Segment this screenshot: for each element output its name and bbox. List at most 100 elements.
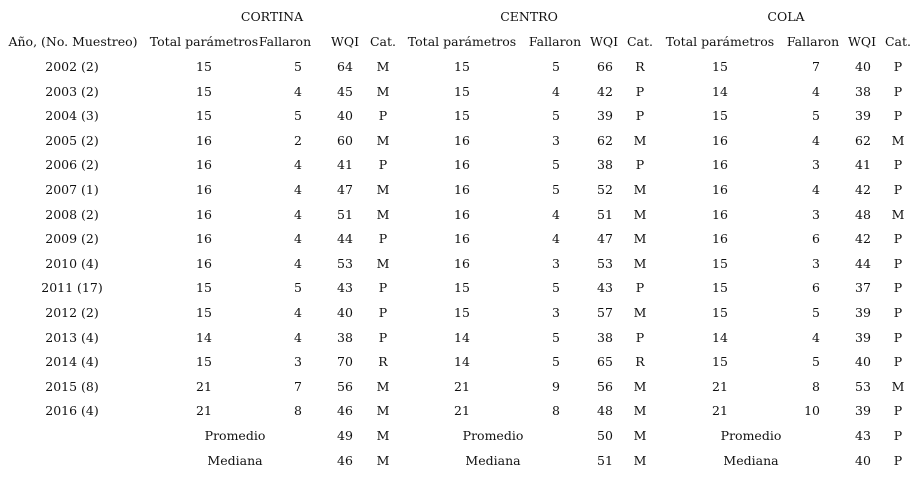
cortina-summary-wqi: 46 <box>337 452 353 468</box>
cola-cat-cell: P <box>893 354 903 370</box>
cortina-header-cat: Cat. <box>369 34 397 49</box>
cortina-fallaron-cell: 2 <box>294 132 302 148</box>
cola-summary-label: Promedio <box>720 428 782 443</box>
centro-cat-cell: M <box>633 206 647 222</box>
centro-total-cell: 16 <box>454 132 470 148</box>
cortina-wqi-cell: 70 <box>337 354 353 370</box>
cortina-wqi-cell: 53 <box>337 255 353 271</box>
centro-wqi-cell: 66 <box>597 59 613 74</box>
year-cell: 2016 (4) <box>45 403 99 419</box>
cortina-wqi-cell: 46 <box>337 403 353 419</box>
cola-cat-cell: P <box>893 305 903 320</box>
centro-cat-cell: P <box>635 108 645 124</box>
cortina-total-cell: 14 <box>196 329 212 345</box>
centro-total-cell: 16 <box>454 255 470 271</box>
centro-header-wqi: WQI <box>589 34 619 49</box>
cola-fallaron-cell: 6 <box>812 231 820 247</box>
cortina-fallaron-cell: 4 <box>294 329 302 345</box>
cortina-total-cell: 16 <box>196 157 212 173</box>
cortina-fallaron-cell: 4 <box>294 182 302 197</box>
section-title-cortina: CORTINA <box>240 9 304 24</box>
centro-total-cell: 16 <box>454 182 470 197</box>
centro-total-cell: 15 <box>454 280 470 296</box>
year-cell: 2012 (2) <box>45 305 99 320</box>
cola-header-wqi: WQI <box>847 34 877 49</box>
centro-fallaron-cell: 4 <box>552 83 560 99</box>
cola-header-cat: Cat. <box>884 34 912 49</box>
cortina-cat-cell: P <box>378 329 388 345</box>
cola-cat-cell: P <box>893 157 903 173</box>
cortina-cat-cell: M <box>376 83 390 99</box>
cortina-total-cell: 15 <box>196 305 212 320</box>
cola-cat-cell: M <box>891 132 905 148</box>
year-header: Año, (No. Muestreo) <box>8 34 138 49</box>
centro-wqi-cell: 65 <box>597 354 613 370</box>
centro-wqi-cell: 43 <box>597 280 613 296</box>
centro-cat-cell: M <box>633 231 647 247</box>
centro-total-cell: 21 <box>454 378 470 394</box>
cola-total-cell: 14 <box>712 329 728 345</box>
cortina-fallaron-cell: 5 <box>294 59 302 74</box>
centro-fallaron-cell: 5 <box>552 108 560 124</box>
cortina-summary-label: Promedio <box>204 428 266 443</box>
cortina-cat-cell: P <box>378 305 388 320</box>
section-title-cola: COLA <box>767 9 805 24</box>
cola-wqi-cell: 40 <box>855 59 871 74</box>
centro-fallaron-cell: 8 <box>552 403 560 419</box>
cola-summary-wqi: 40 <box>855 452 871 468</box>
cola-wqi-cell: 42 <box>855 182 871 197</box>
cola-cat-cell: M <box>891 378 905 394</box>
year-cell: 2008 (2) <box>45 206 99 222</box>
centro-cat-cell: M <box>633 132 647 148</box>
centro-total-cell: 15 <box>454 59 470 74</box>
cola-cat-cell: P <box>893 231 903 247</box>
cola-wqi-cell: 53 <box>855 378 871 394</box>
cortina-wqi-cell: 51 <box>337 206 353 222</box>
centro-total-cell: 21 <box>454 403 470 419</box>
cola-total-cell: 21 <box>712 403 728 419</box>
cortina-wqi-cell: 40 <box>337 108 353 124</box>
centro-header-fallaron: Fallaron <box>528 34 582 49</box>
centro-cat-cell: M <box>633 182 647 197</box>
centro-wqi-cell: 39 <box>597 108 613 124</box>
centro-wqi-cell: 38 <box>597 157 613 173</box>
centro-fallaron-cell: 9 <box>552 378 560 394</box>
cortina-cat-cell: M <box>376 206 390 222</box>
cortina-wqi-cell: 47 <box>337 182 353 197</box>
cola-cat-cell: P <box>893 403 903 419</box>
cola-total-cell: 15 <box>712 108 728 124</box>
cortina-summary-cat: M <box>376 452 390 468</box>
year-cell: 2013 (4) <box>45 329 99 345</box>
cortina-wqi-cell: 40 <box>337 305 353 320</box>
cola-total-cell: 15 <box>712 255 728 271</box>
centro-summary-cat: M <box>633 428 647 443</box>
year-cell: 2003 (2) <box>45 83 99 99</box>
centro-cat-cell: P <box>635 280 645 296</box>
cortina-header-fallaron: Fallaron <box>258 34 312 49</box>
centro-wqi-cell: 53 <box>597 255 613 271</box>
cola-cat-cell: P <box>893 255 903 271</box>
cola-wqi-cell: 39 <box>855 108 871 124</box>
cortina-cat-cell: M <box>376 255 390 271</box>
cola-header-fallaron: Fallaron <box>786 34 840 49</box>
cola-wqi-cell: 62 <box>855 132 871 148</box>
cola-total-cell: 16 <box>712 231 728 247</box>
centro-fallaron-cell: 5 <box>552 280 560 296</box>
cola-summary-wqi: 43 <box>855 428 871 443</box>
cola-cat-cell: P <box>893 182 903 197</box>
centro-cat-cell: P <box>635 329 645 345</box>
centro-cat-cell: P <box>635 157 645 173</box>
centro-fallaron-cell: 4 <box>552 206 560 222</box>
cortina-summary-cat: M <box>376 428 390 443</box>
cortina-fallaron-cell: 5 <box>294 108 302 124</box>
centro-fallaron-cell: 3 <box>552 305 560 320</box>
centro-summary-wqi: 51 <box>597 452 613 468</box>
cola-fallaron-cell: 5 <box>812 354 820 370</box>
cortina-header-wqi: WQI <box>330 34 360 49</box>
cortina-total-cell: 16 <box>196 132 212 148</box>
year-cell: 2014 (4) <box>45 354 99 370</box>
cola-fallaron-cell: 3 <box>812 206 820 222</box>
centro-summary-label: Promedio <box>462 428 524 443</box>
cortina-fallaron-cell: 4 <box>294 206 302 222</box>
cortina-wqi-cell: 43 <box>337 280 353 296</box>
